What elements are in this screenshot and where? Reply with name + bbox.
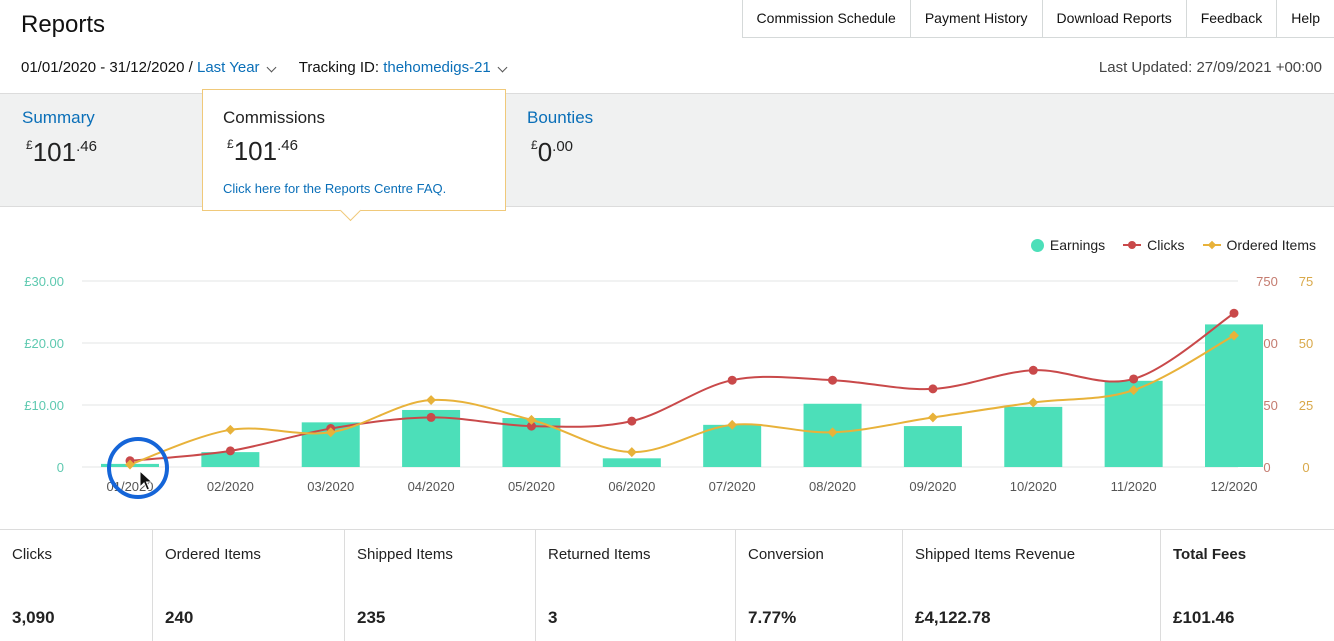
ordered-items-point <box>727 419 738 430</box>
stat-total-fees: Total Fees £101.46 <box>1173 546 1247 627</box>
date-preset-dropdown[interactable]: Last Year <box>196 59 260 76</box>
x-tick-label: 07/2020 <box>709 479 756 494</box>
tab-commissions-label: Commissions <box>223 108 326 127</box>
summary-amount: £101.46 <box>26 137 97 167</box>
chevron-down-icon[interactable] <box>497 62 508 72</box>
earnings-bar <box>602 458 661 467</box>
clicks-point <box>1229 308 1239 318</box>
y-right-tick: 750 <box>1256 274 1278 289</box>
report-tabs: Summary £101.46 Bounties £0.00 <box>0 93 1334 207</box>
nav-download-reports[interactable]: Download Reports <box>1041 0 1186 37</box>
legend-earnings[interactable]: Earnings <box>1030 237 1105 253</box>
earnings-bar <box>1205 324 1263 467</box>
nav-help[interactable]: Help <box>1276 0 1334 37</box>
clicks-point <box>828 375 838 385</box>
earnings-dot-icon <box>1030 238 1044 252</box>
tracking-id-dropdown[interactable]: thehomedigs-21 <box>383 59 491 76</box>
y-right2-tick: 25 <box>1299 398 1313 413</box>
clicks-point <box>928 384 938 394</box>
stat-conversion: Conversion 7.77% <box>736 530 903 641</box>
ordered-items-point <box>927 412 938 423</box>
ordered-items-point <box>426 395 437 405</box>
x-tick-label: 02/2020 <box>207 479 254 494</box>
y-right2-tick: 50 <box>1299 336 1313 351</box>
bounties-amount: £0.00 <box>531 137 574 167</box>
y-left-tick: 0 <box>57 460 64 475</box>
y-right2-tick: 75 <box>1299 274 1313 289</box>
x-tick-label: 08/2020 <box>809 479 856 494</box>
tab-summary[interactable]: Summary £101.46 <box>22 94 192 206</box>
clicks-point <box>1028 365 1038 375</box>
y-right-tick: 0 <box>1263 460 1270 475</box>
tab-bounties-label[interactable]: Bounties <box>527 108 594 127</box>
y-left-tick: £20.00 <box>24 336 64 351</box>
x-tick-label: 03/2020 <box>307 479 354 494</box>
legend-ordered-items[interactable]: Ordered Items <box>1202 237 1316 253</box>
ordered-items-point <box>1229 330 1239 341</box>
ordered-items-point <box>626 447 637 458</box>
commissions-amount: £101.46 <box>227 136 298 166</box>
stat-clicks: Clicks 3,090 <box>0 530 153 641</box>
nav-feedback[interactable]: Feedback <box>1185 0 1276 37</box>
ordered-items-point <box>526 414 537 425</box>
click-highlight-circle <box>107 437 169 499</box>
clicks-point <box>1129 374 1139 384</box>
nav-commission-schedule[interactable]: Commission Schedule <box>741 0 910 37</box>
chart-legend: Earnings Clicks Ordered Items <box>1030 237 1316 253</box>
y-right2-tick: 0 <box>1302 460 1309 475</box>
date-range: 01/01/2020 - 31/12/2020 / <box>21 59 193 76</box>
earnings-bar <box>903 426 962 467</box>
clicks-point <box>627 416 637 426</box>
clicks-point <box>426 412 436 422</box>
report-header: Reports 01/01/2020 - 31/12/2020 / Last Y… <box>0 0 1334 93</box>
tab-bounties[interactable]: Bounties £0.00 <box>527 94 697 206</box>
earnings-chart: 0 0 0£10.00 250 25£20.00 500 50£30.00 750 7501/2… <box>24 274 1313 494</box>
x-tick-label: 11/2020 <box>1111 479 1157 494</box>
top-nav: Commission Schedule Payment History Down… <box>741 0 1334 38</box>
stat-shipped-items-revenue: Shipped Items Revenue £4,122.78 <box>903 530 1161 641</box>
x-tick-label: 06/2020 <box>608 479 655 494</box>
clicks-point <box>225 446 235 456</box>
ordered-items-point <box>225 424 236 435</box>
y-left-tick: £10.00 <box>24 398 64 413</box>
x-tick-label: 05/2020 <box>508 479 555 494</box>
last-updated: Last Updated: 27/09/2021 +00:00 <box>1098 59 1322 76</box>
page-title: Reports <box>21 11 106 38</box>
stats-bar: Clicks 3,090 Ordered Items 240 Shipped I… <box>0 529 1334 641</box>
earnings-bar <box>703 424 762 467</box>
ordered-items-point <box>1028 397 1039 408</box>
clicks-marker-icon <box>1123 239 1142 251</box>
ordered-items-line <box>129 334 1235 466</box>
nav-payment-history[interactable]: Payment History <box>909 0 1042 37</box>
clicks-point <box>727 375 737 385</box>
reports-faq-link[interactable]: Click here for the Reports Centre FAQ. <box>223 181 447 196</box>
x-tick-label: 09/2020 <box>909 479 956 494</box>
chevron-down-icon[interactable] <box>266 62 276 72</box>
x-tick-label: 12/2020 <box>1211 479 1258 494</box>
clicks-line <box>129 312 1235 462</box>
stat-shipped-items: Shipped Items 235 <box>345 530 536 641</box>
ordered-items-point <box>827 427 838 438</box>
earnings-bar <box>201 452 260 467</box>
ordered-items-point <box>1128 385 1139 396</box>
legend-clicks[interactable]: Clicks <box>1123 237 1185 253</box>
y-left-tick: £30.00 <box>24 274 64 289</box>
mouse-pointer-icon <box>139 470 153 491</box>
x-tick-label: 10/2020 <box>1010 479 1057 494</box>
tracking-id-label: Tracking ID: <box>298 59 380 76</box>
clicks-point <box>526 421 536 431</box>
x-tick-label: 04/2020 <box>408 479 455 494</box>
earnings-bar <box>1004 406 1063 467</box>
stat-ordered-items: Ordered Items 240 <box>153 530 345 641</box>
tab-summary-label[interactable]: Summary <box>22 108 95 127</box>
tab-commissions[interactable]: Commissions £101.46 Click here for the R… <box>202 89 506 222</box>
ordered-items-marker-icon <box>1202 239 1221 251</box>
filter-row: 01/01/2020 - 31/12/2020 / Last Year Trac… <box>21 59 514 76</box>
stat-returned-items: Returned Items 3 <box>536 530 736 641</box>
